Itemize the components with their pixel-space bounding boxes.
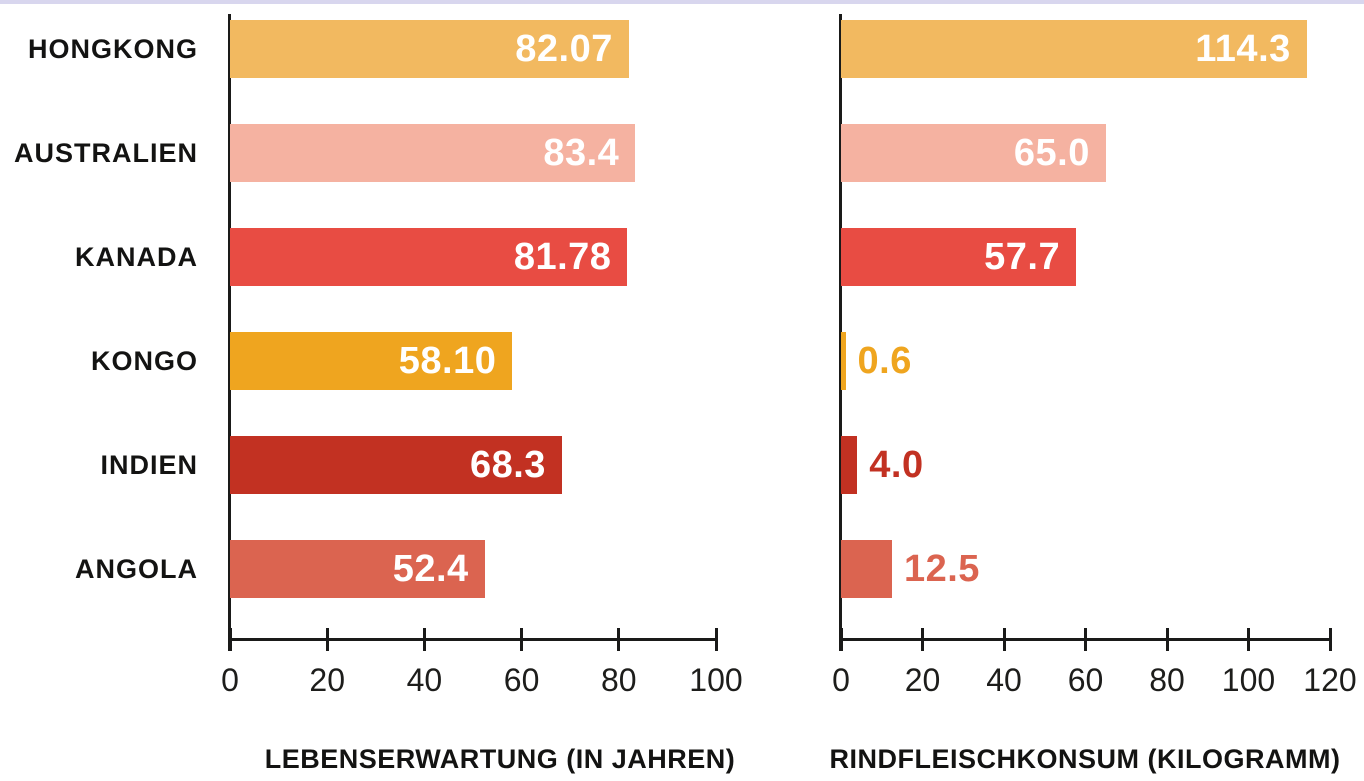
x-axis-tick (422, 628, 426, 651)
bar-value-label: 52.4 (392, 547, 469, 590)
x-axis-tick (714, 628, 718, 651)
x-axis-tick-label: 60 (503, 662, 540, 698)
x-axis-tick-label: 40 (406, 662, 443, 698)
category-label-indien: INDIEN (100, 450, 198, 480)
x-axis-title-beef-consumption: RINDFLEISCHKONSUM (KILOGRAMM) (829, 744, 1341, 774)
x-axis-tick (228, 628, 232, 651)
bar-hongkong: 114.3 (841, 20, 1307, 78)
bar-kanada: 81.78 (230, 228, 628, 286)
category-label-kongo: KONGO (90, 346, 198, 376)
x-axis-tick (325, 628, 329, 651)
x-axis-tick (1165, 628, 1169, 651)
bar-kongo: 58.10 (230, 332, 513, 390)
bar-kongo (841, 332, 846, 390)
bar-value-label: 65.0 (1013, 131, 1090, 174)
x-axis-tick-label: 100 (1221, 662, 1276, 698)
bar-value-label: 68.3 (469, 443, 546, 486)
bar-value-label: 4.0 (869, 444, 924, 486)
x-axis-tick-label: 80 (1149, 662, 1185, 698)
bar-value-label: 0.6 (857, 340, 912, 382)
bar-value-label: 83.4 (543, 131, 620, 174)
x-axis-line (228, 638, 718, 641)
bar-indien (841, 436, 858, 494)
x-axis-tick-label: 20 (904, 662, 941, 698)
bar-value-label: 81.78 (513, 235, 612, 278)
x-axis-tick (1247, 628, 1250, 651)
x-axis-tick-label: 60 (1067, 662, 1104, 698)
category-label-kanada: KANADA (75, 242, 198, 272)
category-label-australien: AUSTRALIEN (14, 138, 198, 168)
x-axis-tick-label: 20 (309, 662, 345, 698)
x-axis-tick-label: 40 (986, 662, 1022, 698)
bar-angola (841, 540, 892, 598)
y-axis-line (839, 14, 842, 651)
x-axis-tick-label: 0 (221, 662, 239, 698)
bar-kanada: 57.7 (841, 228, 1077, 286)
bar-australien: 65.0 (841, 124, 1106, 182)
x-axis-tick-label: 0 (832, 662, 850, 698)
bar-value-label: 57.7 (984, 235, 1061, 278)
x-axis-tick (520, 628, 524, 651)
bar-value-label: 82.07 (515, 27, 613, 70)
x-axis-title-life-expectancy: LEBENSERWARTUNG (IN JAHREN) (264, 744, 736, 774)
bar-indien: 68.3 (230, 436, 562, 494)
bar-value-label: 58.10 (398, 339, 497, 382)
x-axis-tick-label: 100 (689, 662, 743, 698)
bar-value-label: 12.5 (903, 548, 980, 590)
top-border-strip (0, 0, 1364, 4)
x-axis-tick (1084, 628, 1087, 651)
y-axis-line (228, 14, 231, 651)
x-axis-tick (921, 628, 924, 651)
x-axis-tick (839, 628, 843, 651)
category-label-hongkong: HONGKONG (28, 34, 198, 64)
bar-hongkong: 82.07 (230, 20, 629, 78)
x-axis-tick-label: 80 (601, 662, 637, 698)
x-axis-tick (617, 628, 621, 651)
bar-value-label: 114.3 (1195, 27, 1291, 70)
x-axis-tick (1002, 628, 1006, 651)
bar-angola: 52.4 (230, 540, 485, 598)
x-axis-tick (1328, 628, 1332, 651)
x-axis-tick-label: 120 (1303, 662, 1357, 698)
category-label-angola: ANGOLA (75, 554, 198, 584)
bar-australien: 83.4 (230, 124, 636, 182)
